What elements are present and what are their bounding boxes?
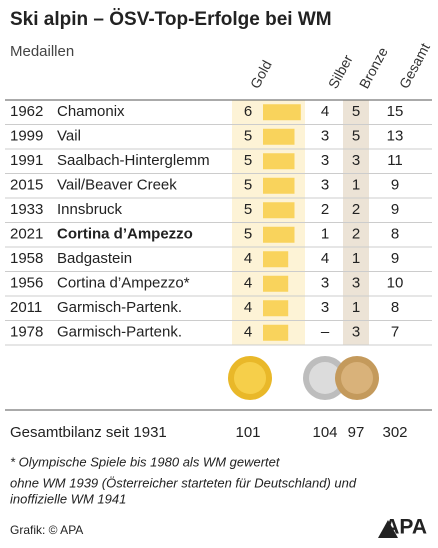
medal-count: 9 <box>391 250 399 267</box>
medal-count: – <box>321 324 330 341</box>
total-value: 97 <box>348 424 365 441</box>
logo: APA <box>384 516 427 539</box>
medal-count: 10 <box>387 275 404 292</box>
gold-bar <box>263 104 301 121</box>
medal-count: 3 <box>321 152 329 169</box>
gold-bar <box>263 251 289 268</box>
medal-count: 2 <box>321 201 329 218</box>
gold-bar <box>263 153 295 170</box>
medal-count: 8 <box>391 299 399 316</box>
gold-bar <box>263 324 289 341</box>
medal-count: 5 <box>244 177 252 194</box>
medal-count: 7 <box>391 324 399 341</box>
medal-count: 13 <box>387 128 404 145</box>
bronze-medal-inner <box>341 362 373 394</box>
gold-bar <box>263 128 295 145</box>
gold-bar <box>263 177 295 194</box>
medal-count: 9 <box>391 177 399 194</box>
medal-count: 5 <box>244 128 252 145</box>
logo-mark <box>378 520 398 538</box>
medal-count: 8 <box>391 226 399 243</box>
medal-count: 5 <box>244 201 252 218</box>
medal-count: 6 <box>244 103 252 120</box>
medal-count: 4 <box>321 103 329 120</box>
column-header: Gesamt <box>396 40 433 91</box>
year: 2015 <box>10 177 43 194</box>
venue: Badgastein <box>57 250 132 267</box>
year: 2021 <box>10 226 43 243</box>
medal-count: 1 <box>321 226 329 243</box>
total-value: 104 <box>312 424 337 441</box>
gold-bar <box>263 300 289 317</box>
venue: Garmisch-Partenk. <box>57 324 182 341</box>
medal-count: 1 <box>352 250 360 267</box>
medal-count: 3 <box>352 152 360 169</box>
medal-count: 11 <box>387 152 403 169</box>
gold-bar <box>263 275 289 292</box>
medal-count: 5 <box>244 226 252 243</box>
year: 2011 <box>10 299 42 316</box>
year: 1991 <box>10 152 43 169</box>
footnote: inoffizielle WM 1941 <box>10 491 126 506</box>
year: 1962 <box>10 103 43 120</box>
venue: Cortina d’Ampezzo* <box>57 275 190 292</box>
medal-count: 3 <box>321 128 329 145</box>
year: 1933 <box>10 201 43 218</box>
title: Ski alpin – ÖSV-Top-Erfolge bei WM <box>10 9 332 30</box>
venue: Cortina d’Ampezzo <box>57 226 193 243</box>
year: 1958 <box>10 250 43 267</box>
venue: Vail <box>57 128 81 145</box>
year: 1999 <box>10 128 43 145</box>
venue: Chamonix <box>57 103 125 120</box>
column-header: Bronze <box>356 44 391 91</box>
venue: Vail/Beaver Creek <box>57 177 177 194</box>
year: 1978 <box>10 324 43 341</box>
medal-count: 3 <box>352 275 360 292</box>
medal-count: 5 <box>244 152 252 169</box>
medal-count: 5 <box>352 103 360 120</box>
medal-count: 1 <box>352 177 360 194</box>
subtitle: Medaillen <box>10 43 74 60</box>
total-value: 302 <box>382 424 407 441</box>
venue: Garmisch-Partenk. <box>57 299 182 316</box>
gold-medal-inner <box>234 362 266 394</box>
medal-count: 2 <box>352 201 360 218</box>
source: Grafik: © APA <box>10 523 83 537</box>
footnote: * Olympische Spiele bis 1980 als WM gewe… <box>10 454 281 469</box>
medal-count: 2 <box>352 226 360 243</box>
medal-count: 4 <box>244 250 252 267</box>
medal-count: 4 <box>244 324 252 341</box>
medals <box>228 356 379 400</box>
year: 1956 <box>10 275 43 292</box>
column-header: Gold <box>247 58 275 92</box>
venue: Saalbach-Hinterglemm <box>57 152 210 169</box>
column-header: Silber <box>325 52 356 91</box>
gold-bar <box>263 226 295 243</box>
medal-count: 1 <box>352 299 360 316</box>
medal-count: 15 <box>387 103 404 120</box>
total-label: Gesamtbilanz seit 1931 <box>10 424 167 441</box>
medal-count: 3 <box>321 177 329 194</box>
medal-count: 4 <box>244 275 252 292</box>
total-value: 101 <box>235 424 260 441</box>
medal-count: 5 <box>352 128 360 145</box>
medal-count: 4 <box>321 250 329 267</box>
medal-count: 4 <box>244 299 252 316</box>
venue: Innsbruck <box>57 201 123 218</box>
medal-count: 9 <box>391 201 399 218</box>
footnote: ohne WM 1939 (Österreicher starteten für… <box>10 475 357 490</box>
silver-medal-inner <box>309 362 341 394</box>
medal-count: 3 <box>321 275 329 292</box>
medal-count: 3 <box>352 324 360 341</box>
medal-count: 3 <box>321 299 329 316</box>
gold-bar <box>263 202 295 219</box>
